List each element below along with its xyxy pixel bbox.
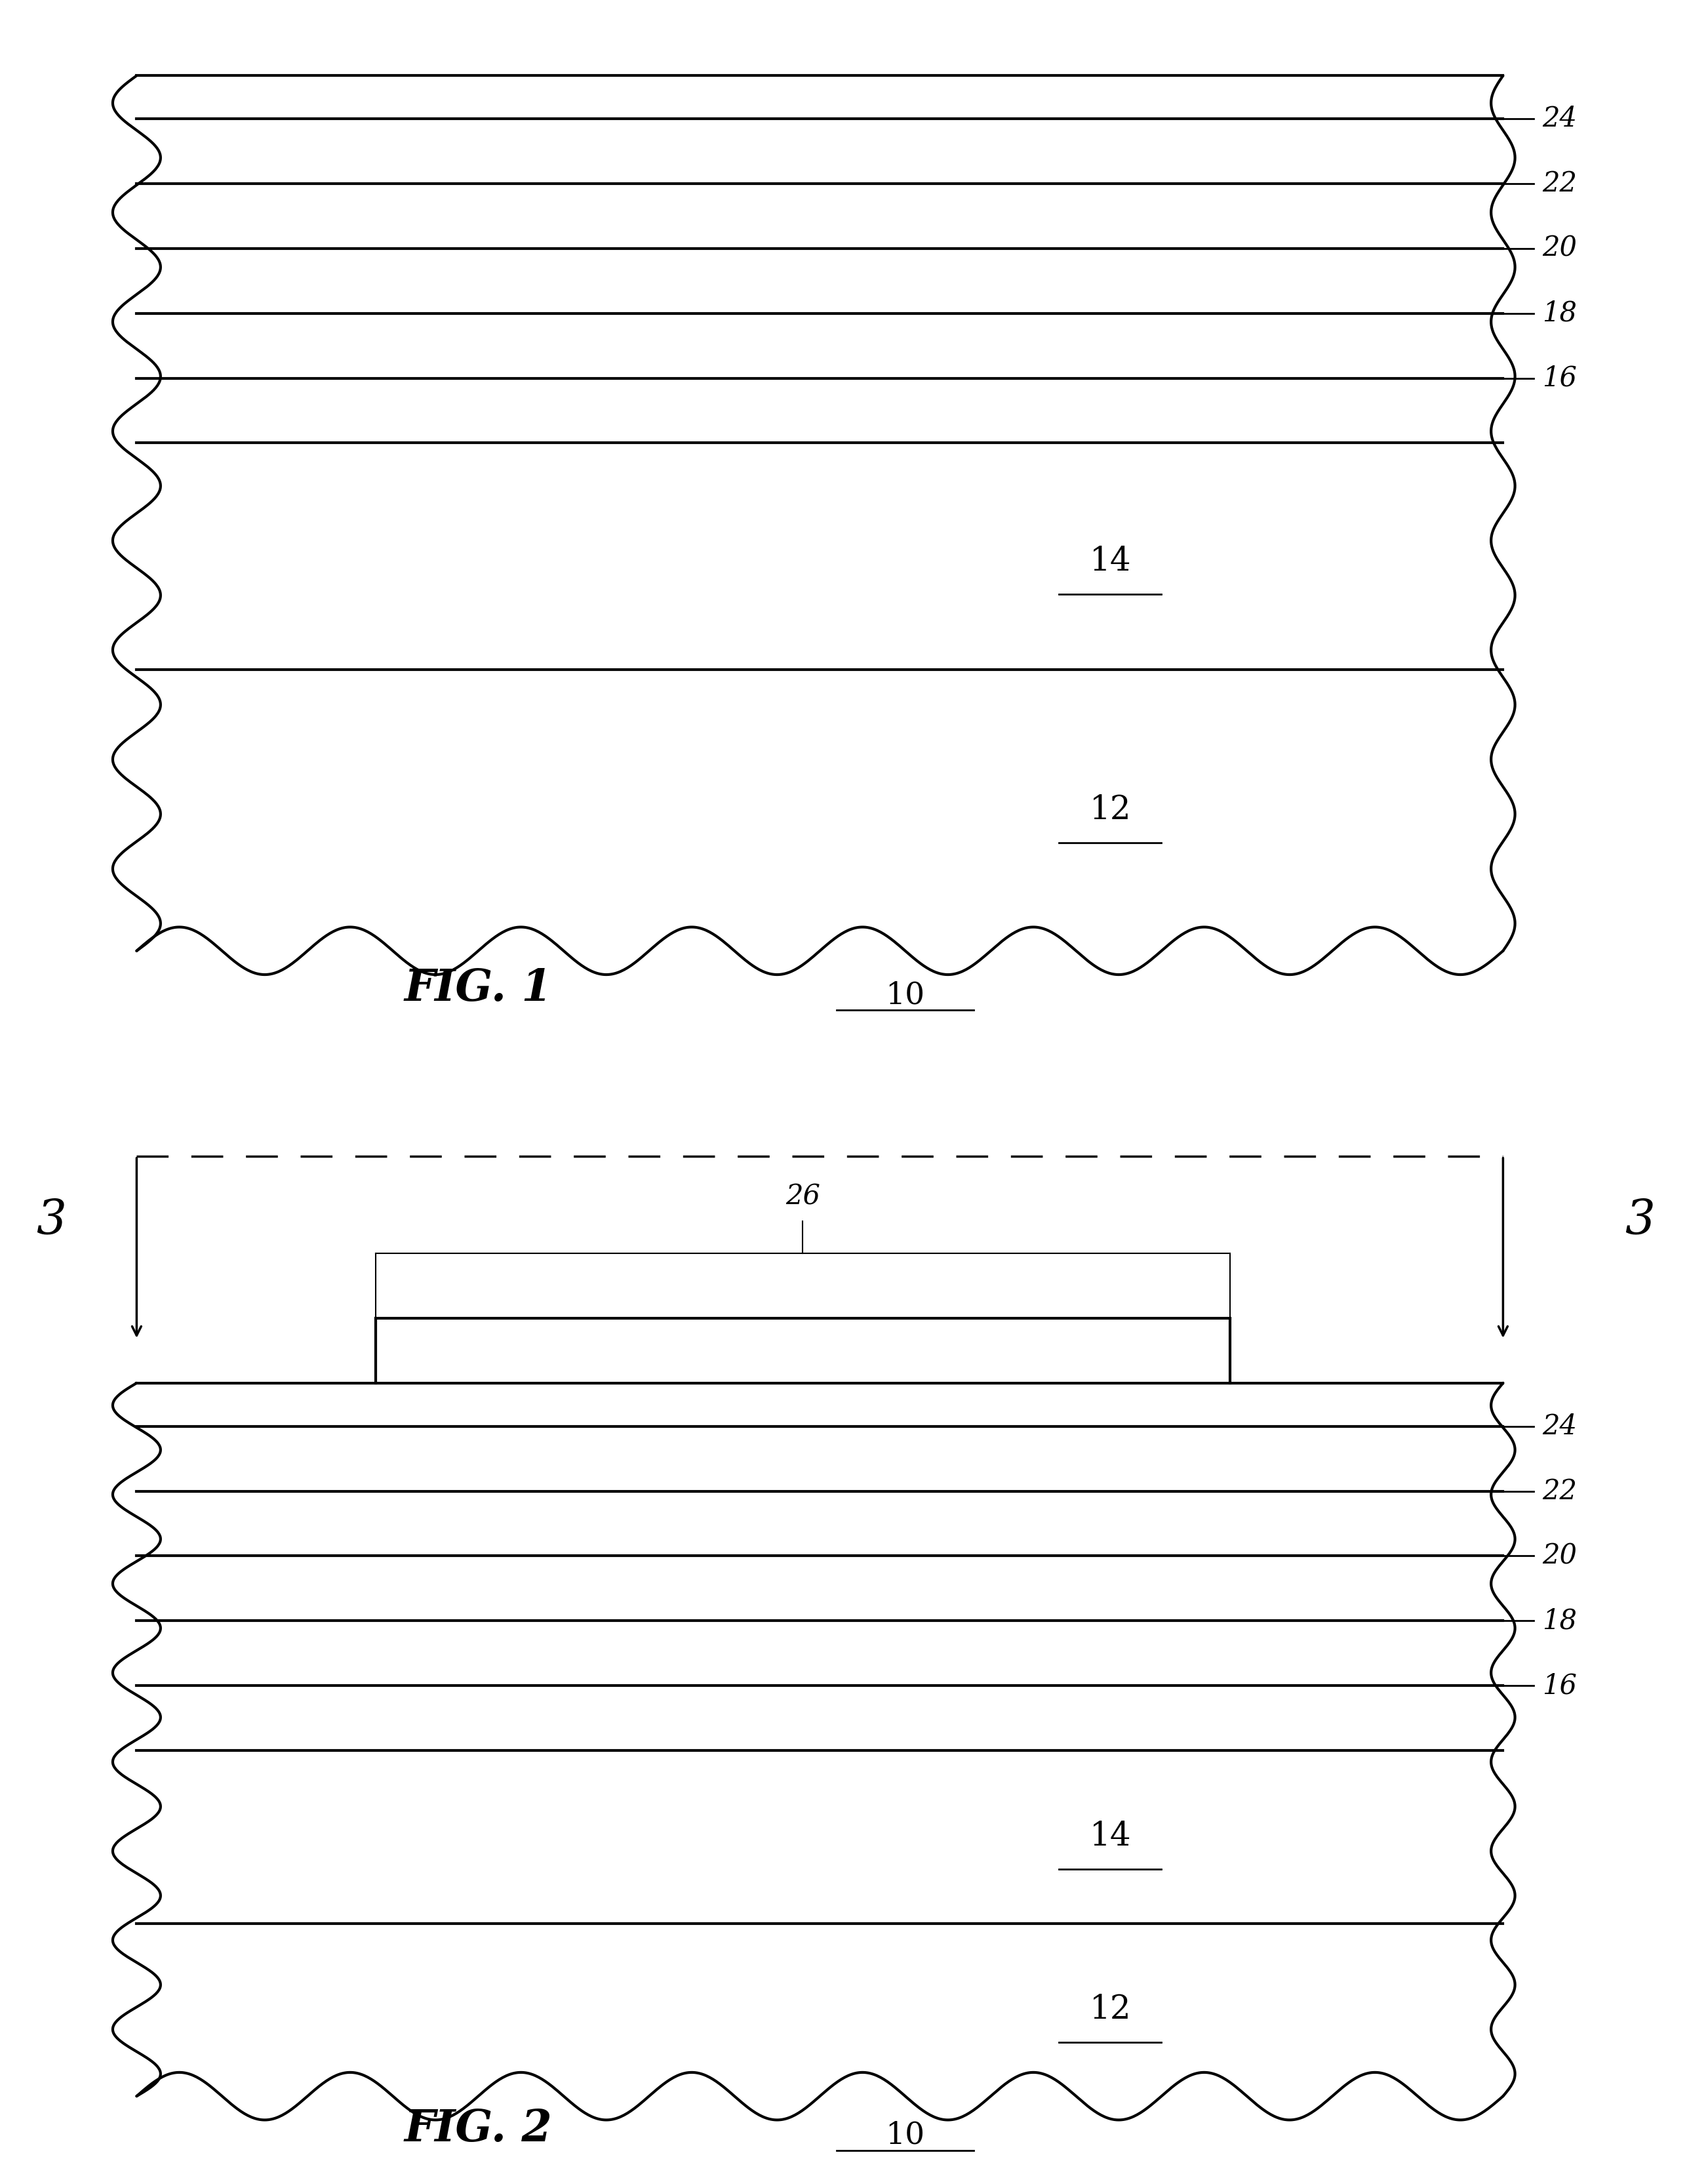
Text: FIG. 1: FIG. 1 [405,968,552,1011]
Text: FIG. 2: FIG. 2 [405,2107,552,2150]
Text: 12: 12 [1090,793,1131,828]
Text: 16: 16 [1542,1673,1576,1699]
Text: 3: 3 [1624,1197,1655,1245]
Text: 26: 26 [786,1182,820,1210]
Text: 18: 18 [1542,300,1576,326]
Text: 14: 14 [1090,1820,1131,1854]
Text: 22: 22 [1542,171,1576,197]
Text: 14: 14 [1090,545,1131,579]
Text: 3: 3 [36,1197,67,1245]
Text: 18: 18 [1542,1608,1576,1634]
Text: 12: 12 [1090,1992,1131,2027]
Text: 20: 20 [1542,236,1576,261]
Text: 16: 16 [1542,365,1576,391]
Text: 10: 10 [885,2120,926,2150]
Text: 22: 22 [1542,1478,1576,1504]
Text: 10: 10 [885,981,926,1011]
Text: 20: 20 [1542,1543,1576,1569]
Text: 24: 24 [1542,1413,1576,1439]
Text: 24: 24 [1542,106,1576,132]
